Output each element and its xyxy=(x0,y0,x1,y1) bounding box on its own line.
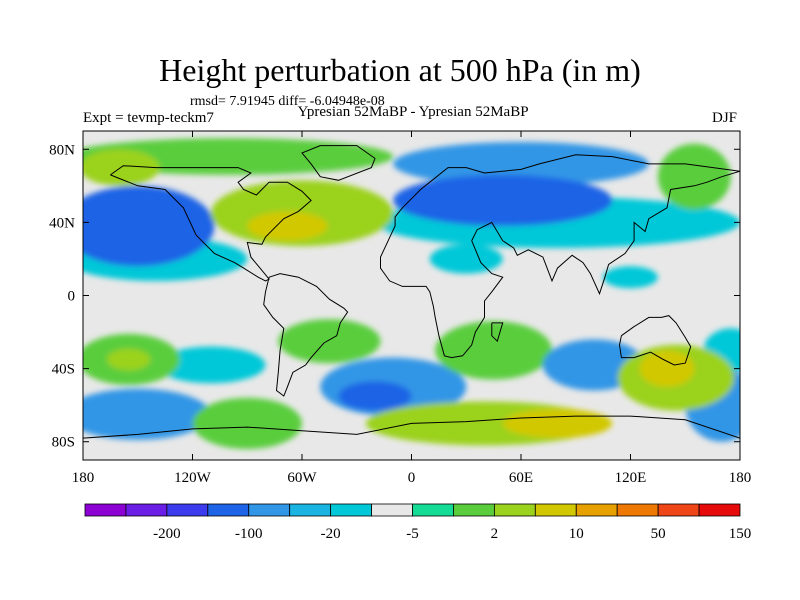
field-feature xyxy=(278,319,381,364)
colorbar-swatch xyxy=(412,503,454,517)
colorbar: -200 -100 -20 -5 2 10 50 150 xyxy=(84,503,752,542)
coastline-north-america xyxy=(110,165,312,282)
field-feature xyxy=(639,350,695,387)
x-tick-label: 120W xyxy=(174,470,212,486)
field-feature xyxy=(502,408,613,439)
y-tick-label: 80S xyxy=(52,435,75,451)
field-feature xyxy=(338,381,412,411)
field-feature xyxy=(393,174,613,227)
map-axes: 180 120W 60W 0 60E 120E 180 80N 40N 0 40S 80S xyxy=(49,131,751,486)
x-tick-label: 180 xyxy=(729,470,752,486)
field-feature xyxy=(429,244,503,274)
coastline-australia xyxy=(618,315,692,366)
perturbation-field xyxy=(83,138,740,450)
x-tick-label: 60E xyxy=(509,470,533,486)
coastline-africa-europe-asia xyxy=(380,154,740,359)
y-tick-label: 0 xyxy=(68,289,76,305)
x-tick-label: 0 xyxy=(408,470,416,486)
colorbar-swatch xyxy=(698,503,741,517)
colorbar-label: -20 xyxy=(321,526,341,542)
field-feature xyxy=(192,397,302,450)
field-feature xyxy=(156,346,266,384)
coastline-greenland xyxy=(301,145,376,181)
coastline-south-america xyxy=(263,273,349,397)
field-feature xyxy=(435,321,553,380)
colorbar-label: -100 xyxy=(235,526,263,542)
colorbar-label: 2 xyxy=(491,526,499,542)
colorbar-swatch xyxy=(207,503,250,517)
colorbar-swatch xyxy=(657,503,700,517)
coastlines xyxy=(83,145,740,439)
colorbar-swatch xyxy=(453,503,495,517)
field-feature xyxy=(83,388,211,440)
x-tick-label: 180 xyxy=(72,470,95,486)
field-feature xyxy=(393,141,649,186)
comparison-label: Ypresian 52MaBP - Ypresian 52MaBP xyxy=(297,104,529,120)
colorbar-swatch xyxy=(84,503,127,517)
colorbar-swatch xyxy=(166,503,209,517)
colorbar-label: 10 xyxy=(569,526,584,542)
colorbar-label: -5 xyxy=(406,526,419,542)
colorbar-swatch xyxy=(616,503,659,517)
colorbar-swatch xyxy=(248,503,291,517)
colorbar-swatch xyxy=(575,503,618,517)
stats-line: rmsd= 7.91945 diff= -6.04948e-08 xyxy=(190,94,385,109)
experiment-label: Expt = tevmp-teckm7 xyxy=(83,110,214,126)
y-tick-label: 40S xyxy=(52,362,75,378)
colorbar-swatch xyxy=(125,503,168,517)
colorbar-label: -200 xyxy=(153,526,181,542)
y-tick-label: 40N xyxy=(49,215,75,231)
field-feature xyxy=(657,143,731,210)
field-feature xyxy=(106,348,151,371)
y-tick-label: 80N xyxy=(49,142,75,158)
colorbar-swatch xyxy=(330,503,372,517)
plot-title: Height perturbation at 500 hPa (in m) xyxy=(159,52,641,88)
colorbar-label: 150 xyxy=(729,526,752,542)
x-tick-label: 120E xyxy=(615,470,647,486)
colorbar-swatch xyxy=(493,503,536,517)
colorbar-swatch xyxy=(534,503,577,517)
season-label: DJF xyxy=(712,110,738,126)
coastline-antarctica-shelf xyxy=(83,415,740,439)
field-feature xyxy=(603,266,658,289)
field-feature xyxy=(247,211,328,241)
x-tick-label: 60W xyxy=(287,470,317,486)
map-area xyxy=(83,131,740,460)
colorbar-swatch xyxy=(289,503,332,517)
colorbar-swatch xyxy=(371,503,413,517)
colorbar-label: 50 xyxy=(651,526,666,542)
coastline-madagascar xyxy=(491,322,504,343)
